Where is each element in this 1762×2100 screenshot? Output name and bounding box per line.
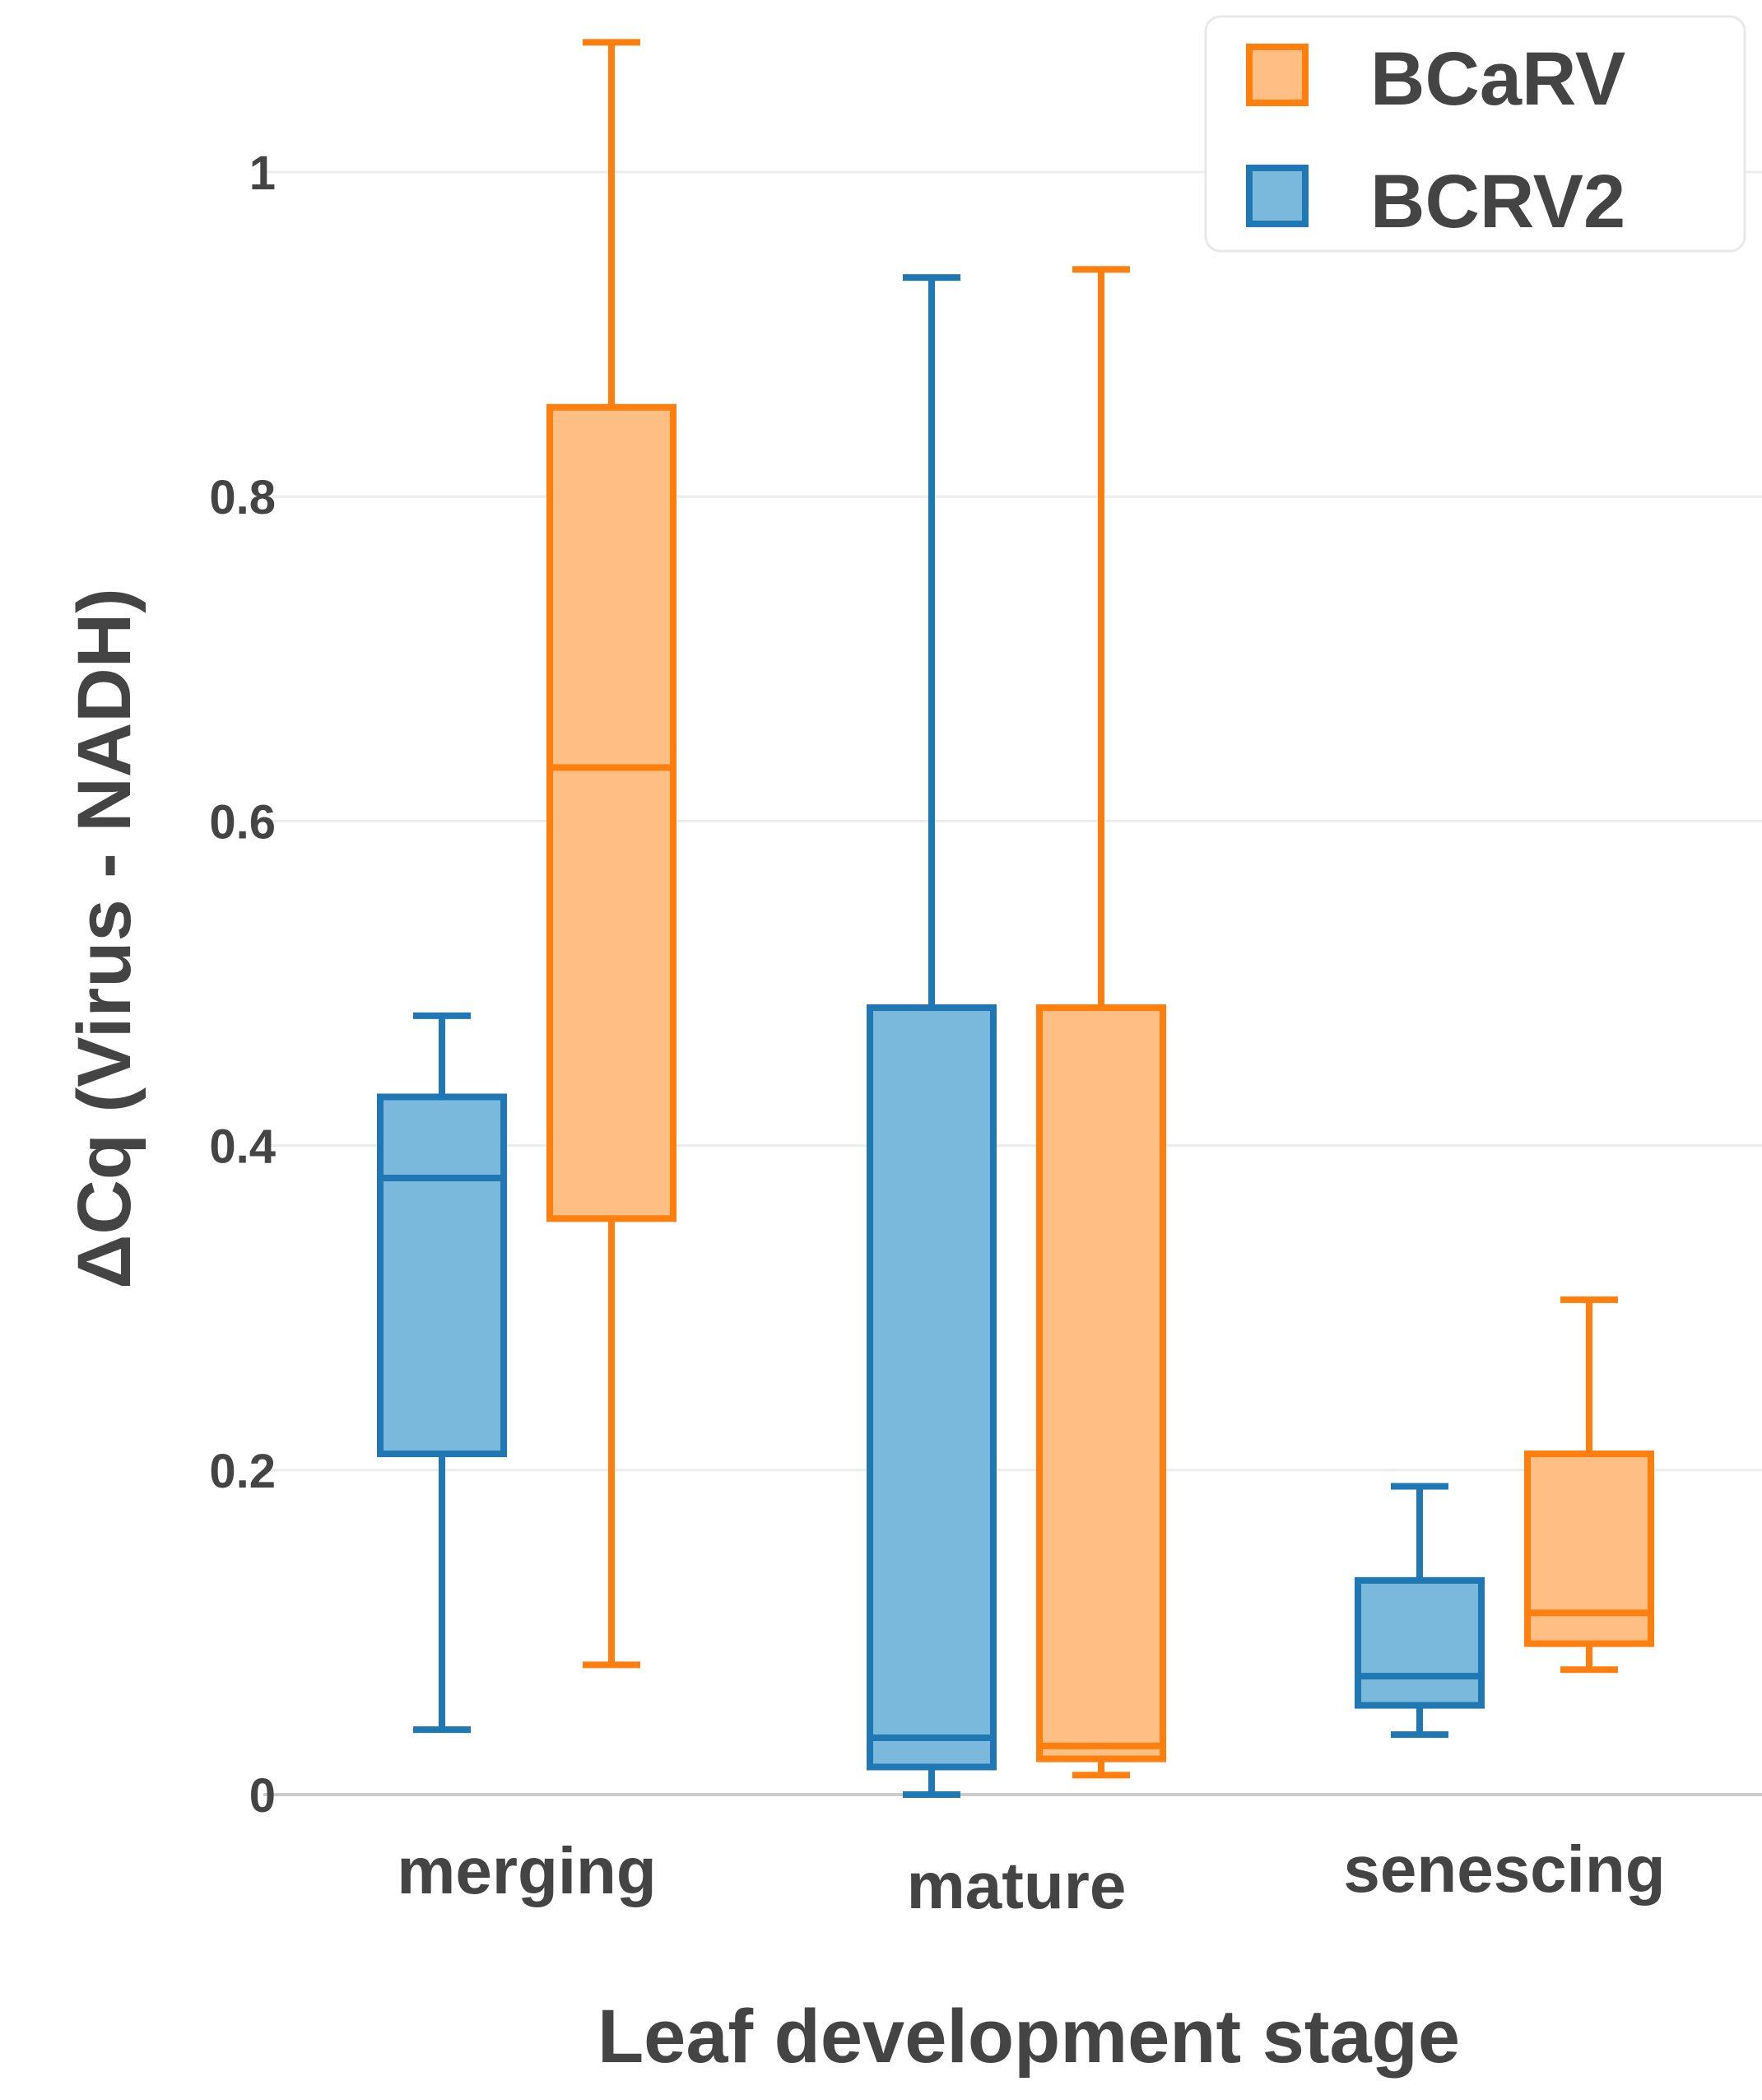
interquartile-box [546,403,676,1222]
y-tick-label: 0 [249,1769,276,1823]
gridlines [263,170,1762,1796]
x-category-label: mature [907,1849,1127,1922]
box-bcarv-mature [1036,266,1166,1779]
interquartile-box [1036,1004,1166,1762]
box-bcrv2-merging [377,1012,507,1734]
legend-label-bcarv: BCaRV [1370,37,1625,121]
box-bcarv-senescing [1524,1296,1654,1674]
x-axis-categories: merging mature senescing [397,1832,1665,1922]
interquartile-box [867,1004,997,1771]
interquartile-box [377,1093,507,1458]
legend: BCaRV BCRV2 [1204,15,1746,253]
box-bcrv2-senescing [1355,1483,1485,1739]
legend-frame [1204,15,1746,253]
y-axis-title: ΔCq (Virus - NADH) [63,588,146,1289]
interquartile-box [1355,1576,1485,1709]
y-tick-label: 0.6 [209,795,276,849]
x-category-label: senescing [1343,1832,1665,1906]
y-tick-label: 0.2 [209,1445,276,1498]
y-tick-label: 0.4 [209,1120,276,1174]
y-tick-label: 0.8 [209,471,276,524]
y-axis-ticks: 0 0.2 0.4 0.6 0.8 1 [209,147,276,1823]
legend-swatch-bcrv2 [1246,165,1309,227]
legend-label-bcrv2: BCRV2 [1370,160,1625,244]
box-bcarv-merging [546,39,676,1669]
x-axis-title: Leaf development stage [597,1995,1460,2079]
x-category-label: merging [397,1834,657,1907]
boxes [377,39,1654,1798]
legend-swatch-bcarv [1246,44,1309,106]
y-tick-label: 1 [249,147,276,200]
box-bcrv2-mature [867,274,997,1798]
